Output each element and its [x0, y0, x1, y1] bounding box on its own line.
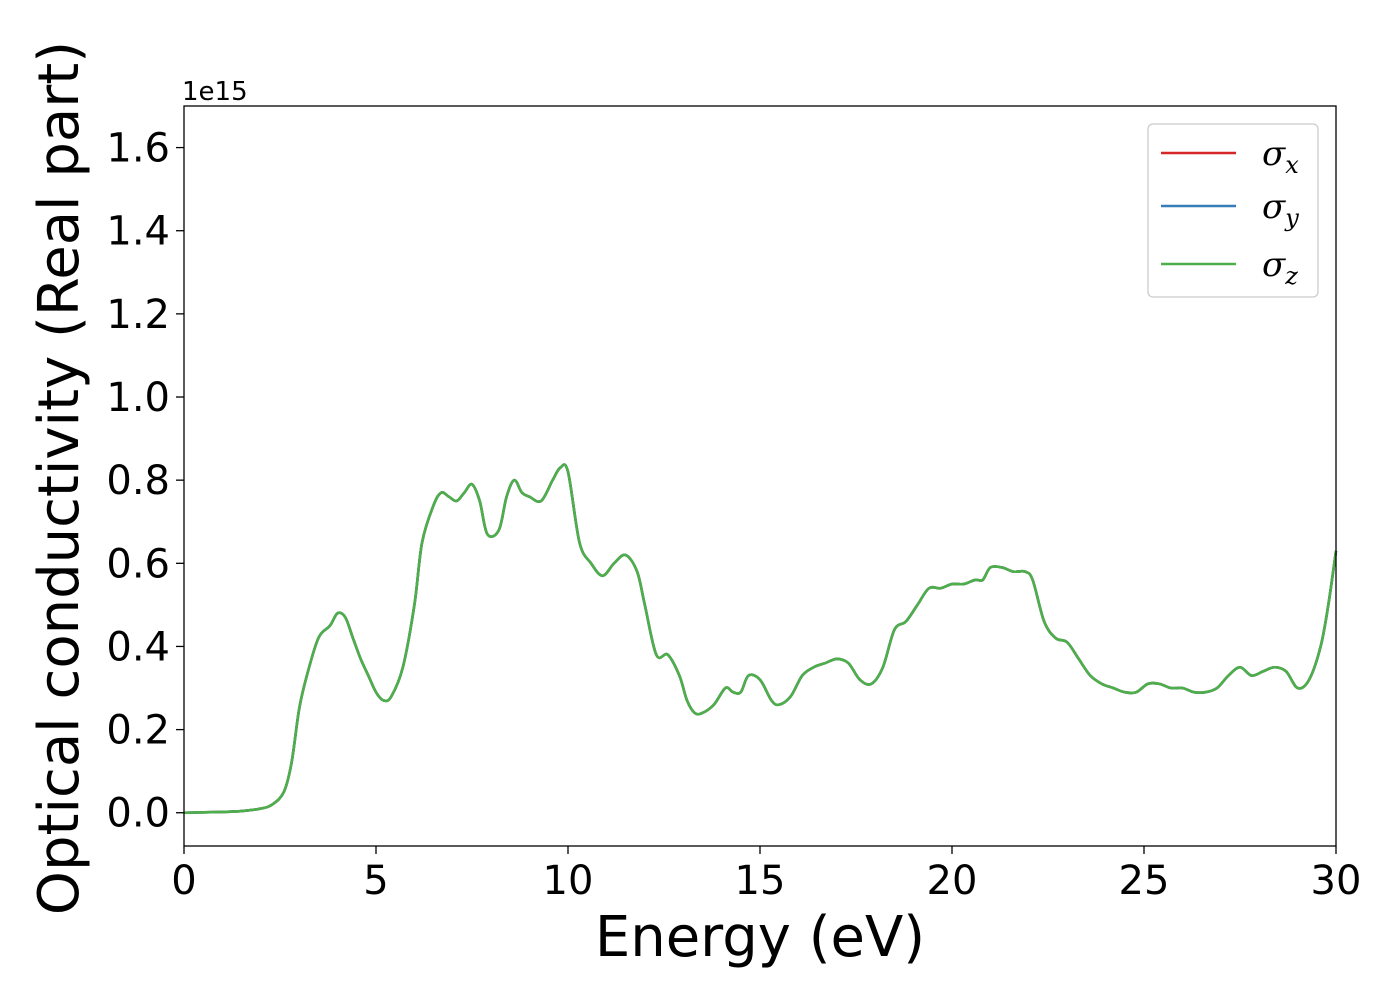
- x-axis-title: Energy (eV): [595, 905, 925, 970]
- x-tick-label: 10: [543, 858, 594, 904]
- y-tick-label: 1.2: [106, 292, 170, 338]
- y-tick-label: 0.6: [106, 541, 170, 587]
- y-tick-label: 0.0: [106, 791, 170, 837]
- y-tick-label: 1.0: [106, 375, 170, 421]
- series-layer: [183, 463, 1338, 815]
- y-tick-label: 1.4: [106, 209, 170, 255]
- legend-label-sigma-x: σx: [1262, 134, 1299, 179]
- plot-frame: [183, 105, 1337, 847]
- x-tick-label: 20: [927, 858, 978, 904]
- x-axis-ticks: 0 5 10 15 20 25 30: [171, 846, 1361, 904]
- y-tick-label: 1.6: [106, 126, 170, 172]
- legend: σx σy σz: [1147, 123, 1319, 298]
- series-line-sigma-z: [183, 463, 1338, 815]
- x-tick-label: 5: [363, 858, 388, 904]
- y-axis-title: Optical conductivity (Real part): [27, 41, 92, 915]
- legend-box: [1147, 123, 1319, 298]
- x-tick-label: 15: [735, 858, 786, 904]
- y-tick-label: 0.2: [106, 708, 170, 754]
- y-tick-label: 0.8: [106, 458, 170, 504]
- legend-label-sigma-z: σz: [1262, 245, 1298, 290]
- y-tick-label: 0.4: [106, 624, 170, 670]
- legend-label-sigma-y: σy: [1262, 187, 1299, 232]
- y-axis-ticks: 0.0 0.2 0.4 0.6 0.8 1.0 1.2 1.4 1.6: [106, 126, 184, 837]
- x-tick-label: 0: [171, 858, 196, 904]
- x-tick-label: 25: [1119, 858, 1170, 904]
- plot-area: [184, 106, 1336, 846]
- y-axis-offset-label: 1e15: [182, 77, 248, 107]
- x-tick-label: 30: [1311, 858, 1362, 904]
